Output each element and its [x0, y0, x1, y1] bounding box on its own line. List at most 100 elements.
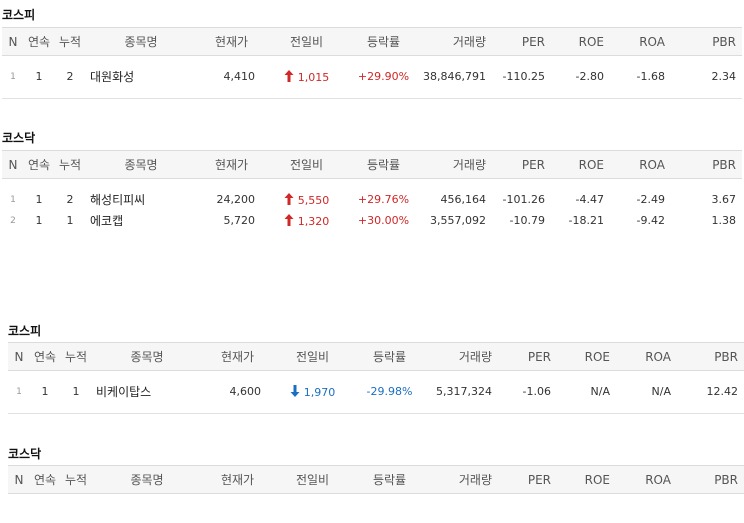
- row-change-value: 1,015: [297, 70, 330, 84]
- col-cumulative: 누적: [60, 465, 92, 494]
- row-rate: +29.76%: [357, 193, 410, 206]
- row-cumulative: 2: [66, 70, 74, 83]
- col-pbr: PBR: [677, 342, 744, 371]
- row-roa: -1.68: [636, 70, 665, 83]
- col-streak: 연속: [30, 342, 60, 371]
- col-per: PER: [498, 465, 557, 494]
- row-streak: 1: [35, 70, 43, 83]
- row-roe: -4.47: [575, 193, 604, 206]
- stock-name-link[interactable]: 에코캡: [90, 214, 124, 228]
- col-roa: ROA: [616, 465, 677, 494]
- row-per: -1.06: [522, 385, 551, 398]
- row-volume: 38,846,791: [423, 70, 486, 83]
- row-per: -110.25: [502, 70, 545, 83]
- arrow-up-icon: [284, 213, 294, 226]
- row-roa: -2.49: [636, 193, 665, 206]
- row-change: 5,550: [267, 189, 346, 210]
- row-streak: 1: [35, 193, 43, 206]
- col-per: PER: [492, 27, 551, 56]
- row-volume: 3,557,092: [430, 214, 486, 227]
- row-change-value: 5,550: [297, 193, 330, 207]
- col-rate: 등락률: [346, 150, 421, 179]
- col-pbr: PBR: [677, 465, 744, 494]
- col-volume: 거래량: [421, 150, 492, 179]
- row-cumulative: 1: [72, 385, 80, 398]
- col-price: 현재가: [196, 150, 267, 179]
- row-change: 1,970: [273, 381, 352, 402]
- col-name: 종목명: [86, 150, 196, 179]
- col-roe: ROE: [557, 465, 616, 494]
- row-pbr: 2.34: [711, 70, 737, 83]
- table-row: 1 1 2 대원화성 4,410 1,015 +29.90% 38,846,79…: [2, 66, 742, 87]
- row-n: 2: [10, 215, 16, 226]
- col-pbr: PBR: [671, 150, 742, 179]
- col-streak: 연속: [24, 27, 54, 56]
- row-cumulative: 1: [66, 214, 74, 227]
- col-change: 전일비: [267, 27, 346, 56]
- stock-name-link[interactable]: 해성티피씨: [90, 193, 146, 207]
- stock-table: N 연속 누적 종목명 현재가 전일비 등락률 거래량 PER ROE ROA …: [2, 150, 742, 231]
- col-roa: ROA: [610, 150, 671, 179]
- row-pbr: 1.38: [711, 214, 737, 227]
- col-cumulative: 누적: [54, 27, 86, 56]
- col-cumulative: 누적: [60, 342, 92, 371]
- stock-table: N 연속 누적 종목명 현재가 전일비 등락률 거래량 PER ROE ROA …: [8, 342, 744, 414]
- row-rate: +29.90%: [357, 70, 410, 83]
- row-roa: -9.42: [636, 214, 665, 227]
- row-streak: 1: [35, 214, 43, 227]
- row-pbr: 12.42: [706, 385, 739, 398]
- col-rate: 등락률: [346, 27, 421, 56]
- row-rate: +30.00%: [357, 214, 410, 227]
- arrow-up-icon: [284, 192, 294, 205]
- row-change: 1,320: [267, 210, 346, 231]
- col-n: N: [2, 27, 24, 56]
- row-per: -101.26: [502, 193, 545, 206]
- col-roe: ROE: [551, 150, 610, 179]
- col-streak: 연속: [30, 465, 60, 494]
- section-title: 코스닥: [2, 131, 36, 145]
- row-n: 1: [10, 71, 16, 82]
- col-n: N: [8, 465, 30, 494]
- col-volume: 거래량: [427, 465, 498, 494]
- stock-name-link[interactable]: 비케이탑스: [96, 385, 152, 399]
- row-price: 5,720: [223, 214, 256, 227]
- row-change-value: 1,970: [303, 385, 336, 399]
- row-n: 1: [10, 194, 16, 205]
- row-volume: 456,164: [440, 193, 487, 206]
- section-title: 코스피: [2, 8, 36, 22]
- col-pbr: PBR: [671, 27, 742, 56]
- table-row: 2 1 1 에코캡 5,720 1,320 +30.00% 3,557,092 …: [2, 210, 742, 231]
- col-price: 현재가: [196, 27, 267, 56]
- col-volume: 거래량: [421, 27, 492, 56]
- col-name: 종목명: [92, 465, 202, 494]
- table-row: 1 1 2 해성티피씨 24,200 5,550 +29.76% 456,164…: [2, 189, 742, 210]
- col-name: 종목명: [92, 342, 202, 371]
- row-pbr: 3.67: [711, 193, 737, 206]
- row-n: 1: [16, 386, 22, 397]
- row-volume: 5,317,324: [436, 385, 492, 398]
- col-roe: ROE: [551, 27, 610, 56]
- section-title: 코스피: [8, 324, 42, 338]
- col-price: 현재가: [202, 342, 273, 371]
- row-cumulative: 2: [66, 193, 74, 206]
- stock-name-link[interactable]: 대원화성: [90, 70, 135, 84]
- col-streak: 연속: [24, 150, 54, 179]
- col-roa: ROA: [616, 342, 677, 371]
- row-price: 24,200: [216, 193, 256, 206]
- stock-table: N 연속 누적 종목명 현재가 전일비 등락률 거래량 PER ROE ROA …: [8, 465, 744, 494]
- col-n: N: [2, 150, 24, 179]
- col-volume: 거래량: [427, 342, 498, 371]
- row-change-value: 1,320: [297, 214, 330, 228]
- row-price: 4,600: [229, 385, 262, 398]
- arrow-up-icon: [284, 69, 294, 82]
- col-cumulative: 누적: [54, 150, 86, 179]
- col-per: PER: [498, 342, 557, 371]
- col-roe: ROE: [557, 342, 616, 371]
- col-roa: ROA: [610, 27, 671, 56]
- row-price: 4,410: [223, 70, 256, 83]
- row-rate: -29.98%: [366, 385, 413, 398]
- table-row: 1 1 1 비케이탑스 4,600 1,970 -29.98% 5,317,32…: [8, 381, 744, 402]
- row-roe: N/A: [590, 385, 610, 398]
- col-change: 전일비: [273, 342, 352, 371]
- col-n: N: [8, 342, 30, 371]
